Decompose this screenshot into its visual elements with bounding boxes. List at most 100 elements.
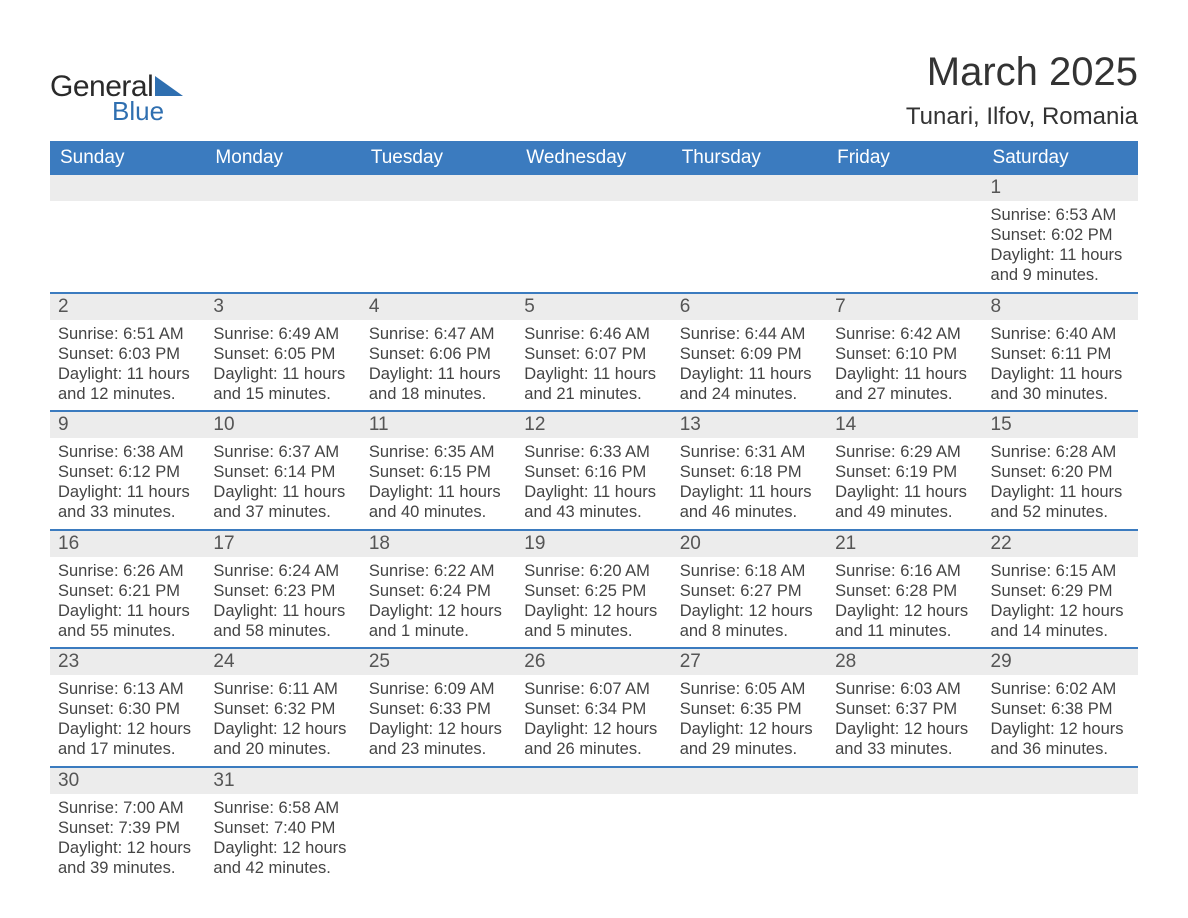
day-d2: and 42 minutes.	[213, 858, 352, 878]
day-d2: and 33 minutes.	[58, 502, 197, 522]
day-sunset: Sunset: 6:18 PM	[680, 462, 819, 482]
calendar-week-row: 23Sunrise: 6:13 AMSunset: 6:30 PMDayligh…	[50, 648, 1138, 767]
day-number: 15	[983, 412, 1138, 438]
calendar-cell: 14Sunrise: 6:29 AMSunset: 6:19 PMDayligh…	[827, 411, 982, 530]
day-sunset: Sunset: 7:40 PM	[213, 818, 352, 838]
day-d1: Daylight: 11 hours	[58, 482, 197, 502]
day-sunset: Sunset: 6:09 PM	[680, 344, 819, 364]
day-sunrise: Sunrise: 6:07 AM	[524, 679, 663, 699]
calendar-cell	[361, 175, 516, 293]
day-d1: Daylight: 12 hours	[524, 719, 663, 739]
day-number: 19	[516, 531, 671, 557]
day-number: 25	[361, 649, 516, 675]
day-sunrise: Sunrise: 6:31 AM	[680, 442, 819, 462]
calendar-cell: 3Sunrise: 6:49 AMSunset: 6:05 PMDaylight…	[205, 293, 360, 412]
day-d1: Daylight: 11 hours	[58, 364, 197, 384]
weekday-header: Wednesday	[516, 141, 671, 175]
day-sunrise: Sunrise: 6:15 AM	[991, 561, 1130, 581]
day-sunset: Sunset: 6:37 PM	[835, 699, 974, 719]
calendar-cell: 11Sunrise: 6:35 AMSunset: 6:15 PMDayligh…	[361, 411, 516, 530]
day-number	[361, 768, 516, 794]
day-d2: and 46 minutes.	[680, 502, 819, 522]
day-details: Sunrise: 6:22 AMSunset: 6:24 PMDaylight:…	[361, 557, 516, 648]
day-d1: Daylight: 11 hours	[213, 482, 352, 502]
day-sunrise: Sunrise: 6:44 AM	[680, 324, 819, 344]
logo: General Blue	[50, 70, 183, 127]
day-number: 29	[983, 649, 1138, 675]
day-d1: Daylight: 12 hours	[835, 719, 974, 739]
calendar-week-row: 30Sunrise: 7:00 AMSunset: 7:39 PMDayligh…	[50, 767, 1138, 885]
day-number	[827, 768, 982, 794]
calendar-cell: 7Sunrise: 6:42 AMSunset: 6:10 PMDaylight…	[827, 293, 982, 412]
day-number: 4	[361, 294, 516, 320]
day-d1: Daylight: 12 hours	[213, 719, 352, 739]
calendar-week-row: 1Sunrise: 6:53 AMSunset: 6:02 PMDaylight…	[50, 175, 1138, 293]
title-block: March 2025 Tunari, Ilfov, Romania	[906, 50, 1138, 131]
day-d2: and 18 minutes.	[369, 384, 508, 404]
day-number: 18	[361, 531, 516, 557]
day-details: Sunrise: 6:20 AMSunset: 6:25 PMDaylight:…	[516, 557, 671, 648]
day-sunset: Sunset: 6:06 PM	[369, 344, 508, 364]
calendar-cell	[361, 767, 516, 885]
weekday-header: Thursday	[672, 141, 827, 175]
day-number	[672, 175, 827, 201]
weekday-header: Monday	[205, 141, 360, 175]
day-number: 1	[983, 175, 1138, 201]
day-number: 24	[205, 649, 360, 675]
day-sunset: Sunset: 6:02 PM	[991, 225, 1130, 245]
day-details: Sunrise: 6:42 AMSunset: 6:10 PMDaylight:…	[827, 320, 982, 411]
day-d2: and 1 minute.	[369, 621, 508, 641]
day-details	[516, 794, 671, 804]
day-sunset: Sunset: 6:35 PM	[680, 699, 819, 719]
day-details: Sunrise: 6:51 AMSunset: 6:03 PMDaylight:…	[50, 320, 205, 411]
day-details	[827, 794, 982, 804]
day-sunrise: Sunrise: 6:09 AM	[369, 679, 508, 699]
day-sunrise: Sunrise: 6:16 AM	[835, 561, 974, 581]
calendar-cell	[50, 175, 205, 293]
day-sunset: Sunset: 6:07 PM	[524, 344, 663, 364]
day-number: 26	[516, 649, 671, 675]
day-d2: and 21 minutes.	[524, 384, 663, 404]
day-details: Sunrise: 6:49 AMSunset: 6:05 PMDaylight:…	[205, 320, 360, 411]
day-sunset: Sunset: 6:19 PM	[835, 462, 974, 482]
day-d2: and 20 minutes.	[213, 739, 352, 759]
day-sunrise: Sunrise: 6:05 AM	[680, 679, 819, 699]
day-details: Sunrise: 6:33 AMSunset: 6:16 PMDaylight:…	[516, 438, 671, 529]
calendar-cell: 25Sunrise: 6:09 AMSunset: 6:33 PMDayligh…	[361, 648, 516, 767]
day-d1: Daylight: 11 hours	[213, 364, 352, 384]
calendar-cell: 23Sunrise: 6:13 AMSunset: 6:30 PMDayligh…	[50, 648, 205, 767]
weekday-header: Sunday	[50, 141, 205, 175]
calendar-cell: 1Sunrise: 6:53 AMSunset: 6:02 PMDaylight…	[983, 175, 1138, 293]
day-sunset: Sunset: 6:21 PM	[58, 581, 197, 601]
day-sunrise: Sunrise: 6:35 AM	[369, 442, 508, 462]
day-d2: and 27 minutes.	[835, 384, 974, 404]
day-sunset: Sunset: 6:12 PM	[58, 462, 197, 482]
calendar-cell	[516, 175, 671, 293]
calendar-cell	[516, 767, 671, 885]
day-number: 8	[983, 294, 1138, 320]
day-sunrise: Sunrise: 6:28 AM	[991, 442, 1130, 462]
day-number: 30	[50, 768, 205, 794]
calendar-cell	[205, 175, 360, 293]
day-sunrise: Sunrise: 6:53 AM	[991, 205, 1130, 225]
logo-text-blue: Blue	[112, 96, 183, 127]
calendar-cell: 30Sunrise: 7:00 AMSunset: 7:39 PMDayligh…	[50, 767, 205, 885]
day-details	[50, 201, 205, 211]
day-number	[983, 768, 1138, 794]
day-d2: and 37 minutes.	[213, 502, 352, 522]
day-sunset: Sunset: 6:38 PM	[991, 699, 1130, 719]
day-d2: and 39 minutes.	[58, 858, 197, 878]
day-number: 28	[827, 649, 982, 675]
day-d2: and 55 minutes.	[58, 621, 197, 641]
header: General Blue March 2025 Tunari, Ilfov, R…	[50, 50, 1138, 131]
day-sunset: Sunset: 6:32 PM	[213, 699, 352, 719]
day-number: 23	[50, 649, 205, 675]
day-d1: Daylight: 12 hours	[524, 601, 663, 621]
calendar-cell: 5Sunrise: 6:46 AMSunset: 6:07 PMDaylight…	[516, 293, 671, 412]
day-d2: and 15 minutes.	[213, 384, 352, 404]
day-details: Sunrise: 6:18 AMSunset: 6:27 PMDaylight:…	[672, 557, 827, 648]
day-sunset: Sunset: 6:27 PM	[680, 581, 819, 601]
day-d1: Daylight: 12 hours	[58, 719, 197, 739]
day-sunrise: Sunrise: 6:11 AM	[213, 679, 352, 699]
day-d1: Daylight: 11 hours	[524, 482, 663, 502]
